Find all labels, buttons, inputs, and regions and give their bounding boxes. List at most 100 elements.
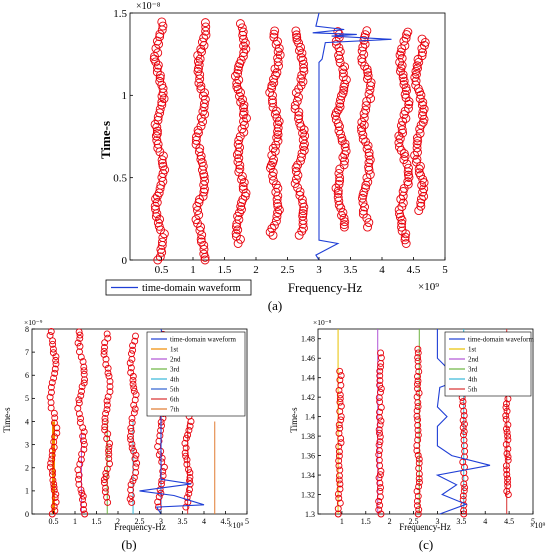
panel-a-marker-c2-0 (200, 255, 210, 265)
panel-c-y-tick-label-6: 1.42 (301, 393, 315, 402)
panel-a-marker-c1-26 (158, 161, 168, 171)
panel-c-marker-c1-7 (335, 476, 343, 484)
panel-a-marker-c8-50 (396, 66, 405, 76)
panel-a-marker-c6-31 (331, 115, 341, 125)
panel-b-marker-c2-24 (75, 399, 83, 407)
panel-a-marker-c7-15 (364, 165, 374, 175)
panel-b-marker-c1-22 (50, 419, 58, 427)
panel-b-marker-c1-35 (52, 356, 60, 364)
panel-b-marker-c6-12 (182, 452, 190, 460)
panel-b-x-tick-label-6: 3.5 (178, 517, 188, 526)
panel-b-marker-c4-6 (130, 474, 138, 482)
panel-c-marker-c5-14 (504, 432, 512, 440)
panel-a-marker-c1-50 (155, 76, 165, 86)
panel-b-marker-c2-14 (80, 446, 88, 453)
panel-c-marker-c3-14 (413, 447, 421, 455)
panel-b-marker-c1-20 (53, 429, 61, 437)
panel-b-marker-c1-39 (49, 340, 57, 348)
panel-c-marker-c3-1 (415, 506, 423, 514)
panel-b-marker-c1-14 (48, 455, 56, 463)
panel-a-marker-c1-55 (153, 60, 163, 70)
panel-a-marker-c8-35 (398, 116, 408, 126)
panel-c-marker-c3-21 (413, 412, 421, 420)
panel-b-marker-c6-8 (186, 469, 194, 477)
panel-a-marker-c3-49 (230, 71, 240, 81)
panel-a-marker-c5-17 (291, 166, 301, 176)
panel-a-marker-c3-64 (236, 19, 245, 29)
panel-c-marker-c3-34 (414, 354, 422, 362)
panel-c-marker-c1-14 (335, 443, 343, 450)
panel-a-marker-c8-29 (394, 138, 404, 148)
panel-a-marker-c5-14 (290, 179, 300, 188)
panel-a-marker-c9-32 (415, 94, 425, 104)
panel-c-marker-c1-12 (335, 452, 343, 460)
panel-c-marker-c1-18 (336, 424, 344, 432)
panel-a-marker-c6-34 (333, 105, 343, 115)
panel-c-marker-c5-9 (504, 453, 512, 461)
panel-a-marker-c9-46 (418, 48, 427, 57)
panel-a-marker-c6-38 (337, 91, 346, 101)
panel-b-marker-c3-20 (101, 414, 109, 422)
panel-c-marker-c2-13 (375, 451, 383, 459)
panel-c-marker-c1-25 (336, 395, 344, 403)
panel-a-marker-c8-34 (397, 121, 406, 131)
panel-a-marker-c7-46 (357, 54, 367, 63)
panel-b-marker-c3-17 (101, 426, 109, 434)
panel-a-marker-c2-11 (191, 215, 201, 224)
panel-a-marker-c9-3 (416, 194, 426, 204)
panel-c-marker-c2-9 (376, 471, 384, 479)
panel-b-marker-c2-27 (78, 387, 85, 395)
panel-a-marker-c7-3 (358, 209, 368, 219)
panel-a-marker-c4-5 (272, 212, 282, 222)
panel-b-marker-c3-29 (105, 372, 113, 380)
panel-b-x-tick-label-4: 2.5 (135, 517, 145, 526)
panel-a-marker-c8-62 (403, 27, 413, 37)
panel-b-marker-c4-22 (131, 405, 139, 413)
panel-b-marker-c6-7 (186, 473, 194, 481)
panel-c-marker-c2-12 (375, 456, 383, 464)
panel-c-marker-c1-26 (336, 391, 344, 399)
panel-b-marker-c6-11 (183, 456, 191, 464)
panel-a-marker-c4-8 (273, 202, 283, 211)
panel-b-marker-c3-27 (106, 383, 114, 391)
panel-a-marker-c3-38 (239, 107, 249, 117)
panel-a-y-tick-label-3: 1.5 (113, 8, 127, 20)
panel-a-marker-c1-53 (152, 67, 162, 77)
panel-c-marker-c1-20 (337, 416, 345, 424)
panel-a-marker-c6-5 (338, 208, 348, 218)
panel-a-x-tick-label-4: 2.5 (281, 264, 295, 276)
panel-a-marker-c7-40 (363, 74, 372, 84)
panel-c-marker-c4-21 (460, 412, 468, 419)
panel-a-marker-c6-28 (334, 126, 344, 136)
panel-a-marker-c5-27 (300, 131, 310, 141)
panel-a-marker-c4-3 (269, 220, 279, 230)
panel-c-legend-box (444, 331, 532, 397)
panel-c-marker-c2-6 (377, 484, 384, 492)
panel-a-marker-c4-49 (273, 57, 283, 67)
panel-c-marker-c1-31 (336, 367, 344, 375)
panel-a-marker-c9-4 (419, 191, 429, 201)
panel-c-marker-c3-11 (415, 459, 423, 467)
panel-a-marker-c4-2 (267, 224, 277, 233)
panel-a-marker-c8-1 (400, 235, 410, 245)
panel-a-marker-c2-52 (194, 64, 203, 74)
panel-c-marker-c5-2 (504, 482, 512, 490)
panel-c-marker-c5-13 (504, 436, 512, 444)
panel-b-marker-c3-26 (106, 388, 114, 396)
panel-a-marker-c5-56 (292, 30, 301, 40)
panel-a-marker-c9-45 (417, 51, 427, 61)
panel-a-legend-box (105, 279, 252, 296)
panel-b-marker-c3-6 (102, 473, 110, 480)
panel-a-marker-c4-39 (268, 91, 277, 101)
panel-c-marker-c2-8 (375, 474, 383, 482)
panel-c-marker-c3-20 (414, 416, 422, 424)
panel-a-marker-c8-46 (399, 80, 409, 89)
panel-a-marker-c3-18 (239, 178, 249, 187)
panel-a-marker-c4-45 (271, 70, 281, 80)
panel-c-marker-c5-0 (504, 491, 512, 498)
panel-a-marker-c8-2 (400, 232, 410, 242)
panel-c-marker-c1-23 (337, 402, 345, 410)
panel-c-marker-c2-25 (376, 398, 384, 406)
panel-a-marker-c8-42 (401, 93, 411, 103)
